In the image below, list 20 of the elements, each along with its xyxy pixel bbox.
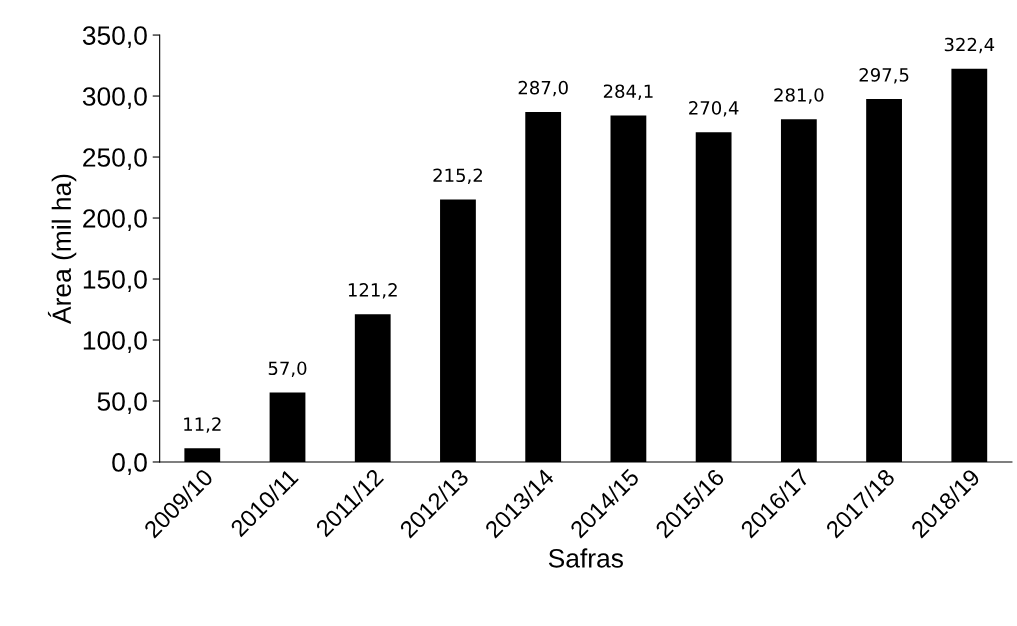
y-tick-label: 0,0: [112, 453, 147, 475]
data-label: 215,2: [433, 168, 482, 184]
y-tick-label: 250,0: [83, 148, 147, 170]
y-tick-label: 200,0: [83, 209, 147, 231]
data-label: 270,4: [689, 101, 739, 117]
y-tick-label: 150,0: [83, 270, 147, 292]
y-tick-label: 50,0: [97, 392, 147, 414]
data-label: 284,1: [603, 84, 653, 100]
y-tick-label: 350,0: [82, 26, 147, 48]
y-tick-label: 100,0: [83, 331, 147, 353]
data-label: 11,2: [184, 417, 221, 433]
data-label: 121,2: [348, 283, 397, 299]
x-axis-title: Safras: [548, 548, 623, 568]
data-label: 57,0: [268, 361, 307, 377]
y-tick-label: 300,0: [82, 87, 147, 109]
data-label: 322,4: [944, 37, 995, 54]
data-label: 287,0: [518, 80, 568, 97]
y-axis-title: Área (mil ha): [47, 174, 77, 324]
data-label: 281,0: [774, 88, 824, 104]
data-label: 297,5: [859, 68, 909, 84]
